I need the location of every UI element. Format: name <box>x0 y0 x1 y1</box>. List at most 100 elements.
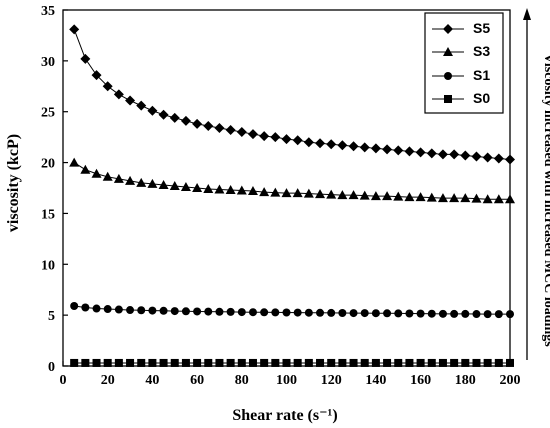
data-point-s3 <box>192 183 203 192</box>
legend-label-s3: S3 <box>473 43 490 59</box>
data-point-s1 <box>148 306 157 315</box>
data-point-s5 <box>493 153 504 164</box>
data-point-s3 <box>393 191 404 201</box>
data-point-s3 <box>482 194 493 204</box>
data-point-s3 <box>315 189 326 199</box>
data-point-s1 <box>193 307 202 316</box>
data-point-s3 <box>158 179 169 189</box>
data-point-s0 <box>349 358 358 367</box>
data-point-s5 <box>91 70 102 81</box>
data-point-s5 <box>449 149 460 160</box>
data-point-s0 <box>114 358 123 367</box>
legend-marker-s1 <box>444 72 452 80</box>
data-point-s1 <box>248 308 257 317</box>
data-point-s0 <box>159 358 168 367</box>
data-point-s5 <box>147 105 158 116</box>
x-tick-label: 80 <box>235 373 249 388</box>
data-point-s5 <box>80 53 91 64</box>
data-point-s5 <box>102 81 113 92</box>
data-point-s1 <box>170 307 179 316</box>
data-point-s5 <box>326 139 337 150</box>
x-tick-label: 200 <box>500 373 521 388</box>
x-tick-label: 20 <box>101 373 115 388</box>
data-point-s3 <box>449 193 460 203</box>
annotation-text: Viscosity increased with increased MCC l… <box>541 53 550 347</box>
data-point-s1 <box>316 308 325 317</box>
y-tick-label: 15 <box>41 207 55 222</box>
data-point-s5 <box>169 112 180 123</box>
data-point-s0 <box>70 358 79 367</box>
data-point-s0 <box>394 358 403 367</box>
data-point-s3 <box>337 190 348 200</box>
data-point-s1 <box>405 309 414 318</box>
x-tick-label: 40 <box>145 373 159 388</box>
data-point-s1 <box>159 306 168 315</box>
series-line-s1 <box>74 305 510 315</box>
data-point-s0 <box>338 358 347 367</box>
data-point-s5 <box>158 109 169 120</box>
data-point-s5 <box>136 100 147 111</box>
data-point-s5 <box>359 142 370 153</box>
legend-label-s0: S0 <box>473 90 490 106</box>
data-point-s3 <box>359 190 370 200</box>
data-point-s3 <box>292 188 303 198</box>
x-tick-label: 100 <box>276 373 297 388</box>
data-point-s3 <box>426 192 437 202</box>
data-point-s5 <box>370 143 381 154</box>
data-point-s1 <box>472 310 481 319</box>
data-point-s3 <box>382 191 393 201</box>
data-point-s0 <box>148 358 157 367</box>
data-point-s0 <box>226 358 235 367</box>
data-point-s0 <box>193 358 202 367</box>
data-point-s5 <box>203 120 214 131</box>
data-point-s3 <box>136 177 147 187</box>
legend-box <box>424 12 504 114</box>
data-point-s3 <box>247 186 258 196</box>
data-point-s5 <box>259 131 270 142</box>
data-point-s5 <box>415 147 426 158</box>
data-point-s1 <box>360 309 369 318</box>
data-point-s1 <box>494 310 503 319</box>
x-tick-label: 0 <box>60 373 67 388</box>
data-point-s0 <box>293 358 302 367</box>
data-point-s3 <box>236 185 247 195</box>
data-point-s5 <box>393 145 404 156</box>
data-point-s3 <box>493 194 504 204</box>
data-point-s5 <box>426 148 437 159</box>
data-point-s0 <box>438 358 447 367</box>
data-point-s1 <box>349 309 358 318</box>
data-point-s0 <box>405 358 414 367</box>
data-point-s0 <box>215 358 224 367</box>
data-point-s3 <box>69 157 80 167</box>
data-point-s3 <box>281 188 292 198</box>
data-point-s3 <box>225 185 236 195</box>
x-tick-label: 140 <box>365 373 386 388</box>
data-point-s5 <box>437 149 448 160</box>
data-point-s5 <box>214 122 225 133</box>
data-point-s3 <box>113 173 124 183</box>
series-line-s3 <box>73 162 510 200</box>
data-point-s1 <box>327 308 336 317</box>
data-point-s1 <box>338 309 347 318</box>
data-point-s3 <box>505 194 515 204</box>
y-tick-label: 5 <box>48 309 55 324</box>
data-point-s5 <box>471 151 482 162</box>
data-point-s0 <box>304 358 313 367</box>
annotation: Viscosity increased with increased MCC l… <box>523 8 550 360</box>
data-point-s0 <box>170 358 179 367</box>
data-point-s1 <box>215 307 224 316</box>
data-point-s5 <box>460 150 471 161</box>
data-point-s3 <box>203 184 214 194</box>
y-tick-label: 20 <box>41 157 55 172</box>
data-point-s3 <box>370 191 381 201</box>
data-point-s0 <box>494 358 503 367</box>
data-point-s5 <box>482 152 493 163</box>
data-point-s0 <box>360 358 369 367</box>
data-point-s3 <box>415 192 426 202</box>
legend-marker-s0 <box>444 95 452 103</box>
y-tick-label: 35 <box>41 4 55 19</box>
data-point-s1 <box>271 308 280 317</box>
x-tick-label: 180 <box>455 373 476 388</box>
data-point-s3 <box>125 175 136 185</box>
data-point-s5 <box>382 144 393 155</box>
